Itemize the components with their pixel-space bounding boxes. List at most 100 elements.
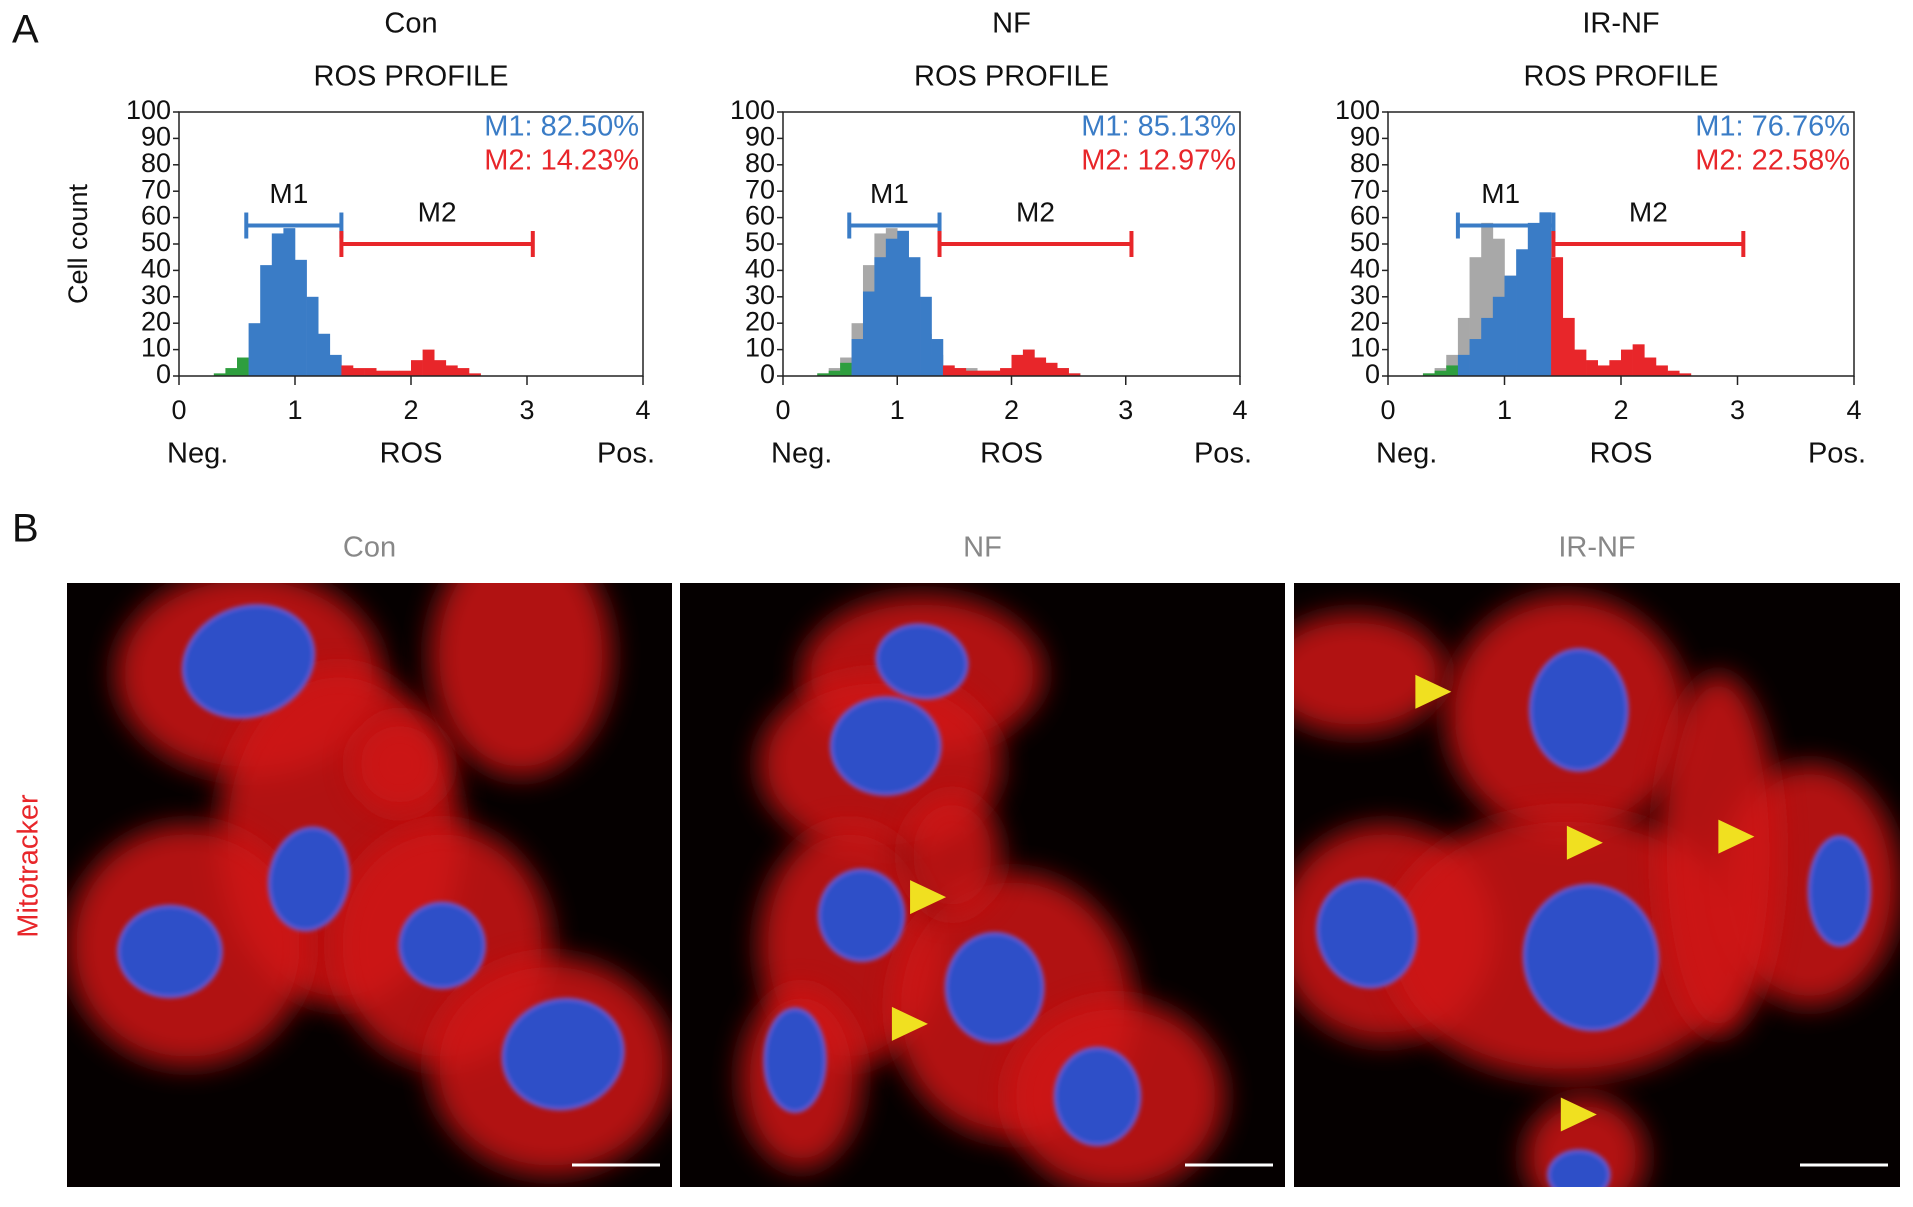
gate-percent: M1: 82.50%	[484, 111, 639, 143]
arrowhead	[1560, 1097, 1597, 1132]
histogram-bar	[1551, 257, 1564, 376]
x-axis-pos-label: Pos.	[1194, 438, 1252, 470]
chart-title: Con	[384, 8, 437, 40]
y-tick-label: 90	[745, 122, 775, 152]
histogram-bar	[271, 233, 284, 376]
chart-title: NF	[992, 8, 1031, 40]
y-tick-label: 0	[760, 359, 775, 389]
histogram-bar	[1504, 275, 1517, 376]
nucleus	[267, 826, 351, 932]
arrowhead	[891, 1006, 928, 1041]
cytoplasm	[351, 715, 449, 813]
y-tick-label: 70	[1350, 174, 1380, 204]
reference-bar	[1481, 222, 1494, 376]
gate-percent: M1: 76.76%	[1695, 111, 1850, 143]
histogram-bar	[445, 365, 458, 376]
x-tick-label: 1	[890, 395, 905, 425]
x-axis-label: ROS	[980, 438, 1043, 470]
cytoplasm	[1657, 673, 1779, 1036]
histogram-bar	[329, 354, 342, 376]
reference-bar	[1457, 317, 1470, 376]
y-tick-label: 100	[1335, 95, 1380, 125]
histogram-bar	[1068, 373, 1081, 376]
y-tick-label: 10	[1350, 333, 1380, 363]
chart-subtitle: ROS PROFILE	[914, 61, 1109, 93]
histogram-bar	[283, 228, 296, 376]
histogram-bar	[399, 370, 412, 376]
y-tick-label: 50	[1350, 227, 1380, 257]
y-axis-label: Cell count	[63, 183, 93, 304]
y-tick-label: 0	[1365, 359, 1380, 389]
histogram-bar	[1000, 368, 1012, 376]
histogram-bar	[341, 365, 354, 376]
histogram-bar	[469, 373, 481, 376]
histogram-bar	[1492, 296, 1505, 376]
y-tick-label: 40	[141, 254, 171, 284]
y-tick-label: 100	[126, 95, 171, 125]
nucleus	[1547, 1149, 1611, 1187]
histogram-bar	[295, 259, 307, 376]
histogram-bar	[353, 368, 365, 376]
histogram-bar	[1621, 349, 1633, 376]
histogram-bar	[225, 368, 238, 376]
histogram-bar	[1562, 317, 1575, 376]
histogram-bar	[434, 360, 447, 376]
x-axis-neg-label: Neg.	[771, 438, 832, 470]
x-tick-label: 0	[171, 395, 186, 425]
histogram-bar	[1434, 370, 1447, 376]
y-tick-label: 30	[745, 280, 775, 310]
x-axis-pos-label: Pos.	[1808, 438, 1866, 470]
cytoplasm	[903, 794, 1001, 916]
histogram-bar	[942, 365, 955, 376]
histogram-bar	[988, 370, 1001, 376]
histogram-bar	[422, 349, 435, 376]
nucleus	[944, 931, 1045, 1044]
nucleus	[1053, 1046, 1142, 1147]
x-tick-label: 3	[519, 395, 534, 425]
histogram-bar	[965, 370, 978, 376]
histogram-bar	[1574, 349, 1587, 376]
y-tick-label: 80	[745, 148, 775, 178]
histogram-bar	[387, 370, 400, 376]
histogram-bar	[1481, 317, 1494, 376]
x-tick-label: 4	[1232, 395, 1247, 425]
histogram-bar	[977, 370, 989, 376]
nucleus	[1522, 883, 1660, 1032]
histogram-bar	[862, 291, 875, 376]
histogram-bar	[1469, 339, 1482, 376]
x-tick-label: 4	[635, 395, 650, 425]
histogram-bar	[1527, 222, 1540, 376]
gate-percent: M2: 22.58%	[1695, 145, 1850, 177]
histogram-bar	[1516, 249, 1529, 376]
nucleus	[875, 623, 969, 700]
y-tick-label: 60	[1350, 201, 1380, 231]
histogram-bar	[828, 370, 841, 376]
histogram-bar	[1539, 212, 1552, 376]
histogram-bar	[1597, 365, 1610, 376]
histogram-bar	[885, 238, 898, 376]
histogram-bar	[1586, 360, 1598, 376]
x-axis-neg-label: Neg.	[167, 438, 228, 470]
x-tick-label: 1	[287, 395, 302, 425]
y-tick-label: 90	[141, 122, 171, 152]
histogram-bar	[1655, 365, 1668, 376]
y-tick-label: 60	[141, 201, 171, 231]
histogram-bar	[237, 357, 249, 376]
gate-label: M2	[1629, 196, 1668, 227]
x-tick-label: 3	[1118, 395, 1133, 425]
histogram-bar	[1011, 354, 1024, 376]
y-tick-label: 30	[141, 280, 171, 310]
gate-label: M1	[870, 178, 909, 209]
panel-label: B	[12, 507, 39, 551]
cytoplasm	[1294, 613, 1446, 734]
gate-label: M1	[1481, 178, 1520, 209]
gate-percent: M2: 12.97%	[1081, 145, 1236, 177]
histogram-bar	[851, 339, 864, 376]
nucleus	[398, 901, 486, 990]
y-tick-label: 10	[141, 333, 171, 363]
x-tick-label: 2	[403, 395, 418, 425]
stain-label: Mitotracker	[13, 794, 45, 938]
histogram-bar	[306, 296, 319, 376]
y-tick-label: 40	[745, 254, 775, 284]
